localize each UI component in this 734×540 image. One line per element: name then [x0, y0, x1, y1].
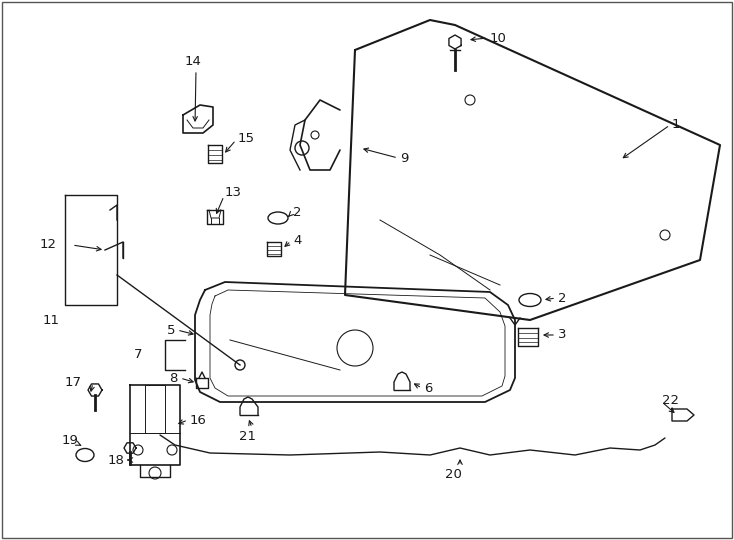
Text: 1: 1	[672, 118, 680, 132]
Text: 19: 19	[62, 434, 79, 447]
Text: 5: 5	[167, 323, 175, 336]
Text: 17: 17	[65, 376, 82, 389]
Text: 7: 7	[134, 348, 142, 361]
Text: 21: 21	[239, 430, 256, 443]
Text: 11: 11	[43, 314, 60, 327]
Text: 6: 6	[424, 381, 432, 395]
Text: 3: 3	[558, 328, 567, 341]
Text: 18: 18	[108, 454, 125, 467]
Text: 2: 2	[293, 206, 302, 219]
Text: 16: 16	[190, 414, 207, 427]
Text: 2: 2	[558, 292, 567, 305]
Text: 10: 10	[490, 31, 507, 44]
Text: 9: 9	[400, 152, 408, 165]
Text: 8: 8	[170, 372, 178, 384]
Text: 13: 13	[225, 186, 242, 199]
Text: 4: 4	[293, 233, 302, 246]
Text: 14: 14	[184, 55, 201, 68]
Text: 22: 22	[662, 394, 679, 407]
Text: 15: 15	[238, 132, 255, 145]
Text: 20: 20	[445, 468, 462, 481]
Text: 12: 12	[40, 239, 57, 252]
